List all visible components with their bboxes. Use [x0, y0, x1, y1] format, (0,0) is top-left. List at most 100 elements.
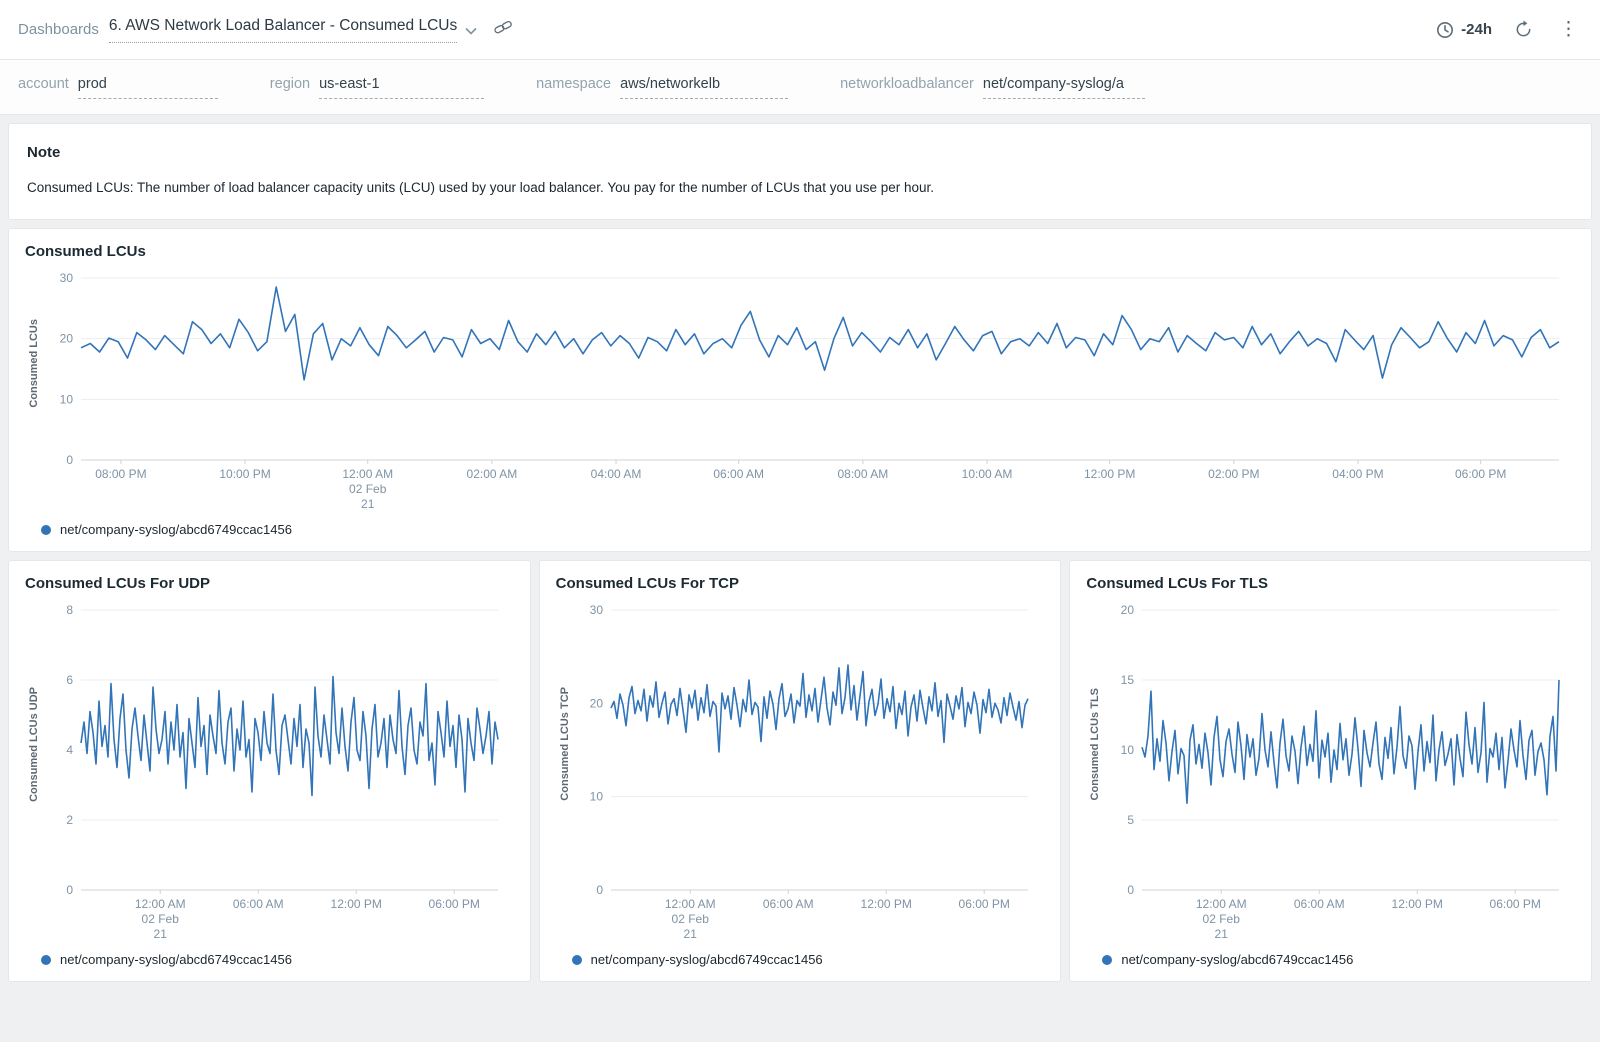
- chart-title: Consumed LCUs: [25, 243, 146, 260]
- page-title: 6. AWS Network Load Balancer - Consumed …: [108, 17, 458, 43]
- svg-text:0: 0: [66, 883, 73, 897]
- svg-text:04:00 AM: 04:00 AM: [591, 467, 642, 481]
- svg-text:0: 0: [597, 883, 604, 897]
- legend-dot-icon: [41, 524, 51, 535]
- note-body: Consumed LCUs: The number of load balanc…: [27, 180, 935, 195]
- svg-text:21: 21: [684, 927, 698, 941]
- chart-legend[interactable]: net/company-syslog/abcd6749ccac1456: [25, 518, 1575, 545]
- filter-account-input[interactable]: prod: [77, 76, 218, 99]
- filter-region-input[interactable]: us-east-1: [319, 76, 485, 99]
- filter-label: namespace: [536, 75, 612, 92]
- note-panel: Note Consumed LCUs: The number of load b…: [9, 124, 1591, 219]
- link-icon[interactable]: [493, 19, 513, 35]
- note-title: Note: [27, 144, 61, 161]
- filter-namespace-input[interactable]: aws/networkelb: [620, 76, 789, 99]
- legend-label: net/company-syslog/abcd6749ccac1456: [60, 952, 292, 967]
- filter-label: account: [18, 75, 69, 92]
- svg-text:2: 2: [66, 813, 73, 827]
- panel-consumed-lcus-tcp: Consumed LCUs For TCP Consumed LCUs TCP …: [539, 561, 1061, 981]
- filter-label: networkloadbalancer: [840, 75, 974, 92]
- svg-text:12:00 AM: 12:00 AM: [665, 897, 716, 911]
- filter-account: account prod: [18, 76, 218, 99]
- line-chart-consumed-lcus-tcp[interactable]: 0 10 20 30 12:00 AM 02 Feb 21 06:00 AM 12:00 PM 0…: [573, 600, 1044, 948]
- filter-label: region: [269, 75, 311, 92]
- svg-text:02 Feb: 02 Feb: [1203, 912, 1241, 926]
- svg-text:06:00 AM: 06:00 AM: [713, 467, 764, 481]
- y-axis-label: Consumed LCUs UDP: [27, 686, 40, 802]
- time-range-label: -24h: [1461, 21, 1492, 38]
- svg-text:12:00 AM: 12:00 AM: [1196, 897, 1247, 911]
- chart-legend[interactable]: net/company-syslog/abcd6749ccac1456: [1086, 948, 1575, 975]
- chart-body: Consumed LCUs 0 10 20 30 08:00 PM 10:00 PM 12:…: [25, 268, 1575, 518]
- charts-row: Consumed LCUs For UDP Consumed LCUs UDP …: [9, 561, 1592, 991]
- chart-title: Consumed LCUs For UDP: [25, 575, 211, 592]
- svg-text:10: 10: [590, 790, 604, 804]
- dashboard-title-dropdown[interactable]: 6. AWS Network Load Balancer - Consumed …: [108, 17, 483, 43]
- line-chart-consumed-lcus-tls[interactable]: 0 5 10 15 20 12:00 AM 02 Feb 21 06:00 AM 12:00 PM…: [1104, 600, 1575, 948]
- svg-text:6: 6: [66, 673, 73, 687]
- svg-text:04:00 PM: 04:00 PM: [1332, 467, 1383, 481]
- panel-consumed-lcus-udp: Consumed LCUs For UDP Consumed LCUs UDP …: [9, 561, 530, 981]
- svg-text:06:00 PM: 06:00 PM: [1455, 467, 1506, 481]
- svg-text:20: 20: [1121, 603, 1135, 617]
- dashboard-content: Note Consumed LCUs: The number of load b…: [0, 115, 1600, 1003]
- filter-networkloadbalancer: networkloadbalancer net/company-syslog/a: [840, 76, 1145, 99]
- time-range-button[interactable]: -24h: [1436, 21, 1492, 39]
- svg-text:02:00 AM: 02:00 AM: [467, 467, 518, 481]
- svg-text:02 Feb: 02 Feb: [672, 912, 710, 926]
- svg-text:10:00 AM: 10:00 AM: [962, 467, 1013, 481]
- legend-dot-icon: [41, 954, 51, 965]
- svg-text:12:00 AM: 12:00 AM: [135, 897, 186, 911]
- svg-text:20: 20: [60, 332, 74, 346]
- svg-text:8: 8: [66, 603, 73, 617]
- legend-label: net/company-syslog/abcd6749ccac1456: [60, 522, 292, 537]
- svg-text:12:00 PM: 12:00 PM: [861, 897, 912, 911]
- chart-legend[interactable]: net/company-syslog/abcd6749ccac1456: [25, 948, 514, 975]
- svg-text:06:00 PM: 06:00 PM: [428, 897, 479, 911]
- svg-text:10:00 PM: 10:00 PM: [219, 467, 270, 481]
- filter-namespace: namespace aws/networkelb: [536, 75, 789, 99]
- svg-text:06:00 PM: 06:00 PM: [959, 897, 1010, 911]
- svg-text:02:00 PM: 02:00 PM: [1208, 467, 1259, 481]
- y-axis-label-col: Consumed LCUs: [25, 268, 43, 518]
- top-bar: Dashboards 6. AWS Network Load Balancer …: [0, 0, 1600, 60]
- svg-text:4: 4: [66, 743, 73, 757]
- legend-label: net/company-syslog/abcd6749ccac1456: [1121, 952, 1354, 967]
- svg-text:06:00 AM: 06:00 AM: [763, 897, 814, 911]
- line-chart-consumed-lcus[interactable]: 0 10 20 30 08:00 PM 10:00 PM 12:00 AM 02 Feb 21 0…: [43, 268, 1575, 518]
- svg-text:0: 0: [66, 453, 73, 467]
- svg-text:21: 21: [1215, 927, 1229, 941]
- filter-networkloadbalancer-input[interactable]: net/company-syslog/a: [982, 76, 1145, 99]
- svg-text:06:00 PM: 06:00 PM: [1490, 897, 1541, 911]
- svg-text:12:00 PM: 12:00 PM: [1392, 897, 1443, 911]
- refresh-icon[interactable]: [1514, 20, 1533, 39]
- legend-dot-icon: [1102, 954, 1113, 965]
- svg-text:0: 0: [1127, 883, 1134, 897]
- y-axis-label: Consumed LCUs: [28, 318, 40, 408]
- panel-consumed-lcus-tls: Consumed LCUs For TLS Consumed LCUs TLS …: [1070, 561, 1592, 981]
- svg-text:12:00 PM: 12:00 PM: [330, 897, 381, 911]
- svg-text:08:00 AM: 08:00 AM: [838, 467, 889, 481]
- svg-text:12:00 PM: 12:00 PM: [1084, 467, 1135, 481]
- svg-text:30: 30: [60, 271, 74, 285]
- svg-text:12:00 AM: 12:00 AM: [342, 467, 393, 481]
- filter-region: region us-east-1: [269, 75, 485, 99]
- legend-label: net/company-syslog/abcd6749ccac1456: [590, 952, 823, 967]
- y-axis-label: Consumed LCUs TCP: [558, 687, 571, 801]
- top-bar-actions: -24h ⋮: [1436, 18, 1582, 41]
- chart-legend[interactable]: net/company-syslog/abcd6749ccac1456: [556, 948, 1045, 975]
- svg-text:15: 15: [1121, 673, 1135, 687]
- svg-text:10: 10: [60, 392, 74, 406]
- y-axis-label: Consumed LCUs TLS: [1089, 687, 1102, 801]
- kebab-menu-icon[interactable]: ⋮: [1559, 19, 1578, 40]
- clock-icon: [1437, 21, 1454, 38]
- breadcrumb[interactable]: Dashboards: [18, 21, 99, 38]
- chart-body: Consumed LCUs TCP 0 10 20 30 12:00 AM 02 Feb 2…: [556, 600, 1045, 948]
- chevron-down-icon: [465, 27, 477, 35]
- svg-text:06:00 AM: 06:00 AM: [233, 897, 284, 911]
- line-chart-consumed-lcus-udp[interactable]: 0 2 4 6 8 12:00 AM 02 Feb 21 06:00 AM 12:00 PM 06:…: [43, 600, 514, 948]
- svg-text:02 Feb: 02 Feb: [141, 912, 179, 926]
- y-axis-label-col: Consumed LCUs TCP: [556, 600, 574, 948]
- legend-dot-icon: [571, 954, 582, 965]
- chart-body: Consumed LCUs UDP 0 2 4 6 8 12:00 AM 02 Feb 21 0…: [25, 600, 514, 948]
